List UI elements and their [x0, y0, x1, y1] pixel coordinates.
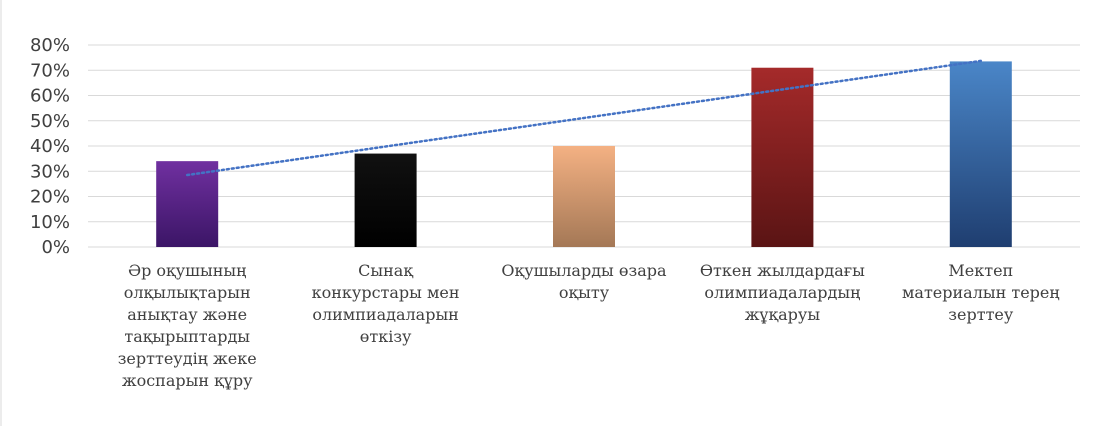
bars: [156, 61, 1012, 247]
y-tick-label: 0%: [41, 237, 70, 258]
y-tick-label: 60%: [30, 86, 70, 107]
y-tick-label: 20%: [30, 187, 70, 208]
bar: [751, 67, 814, 247]
x-category-label: Мектеп материалын терең зерттеу: [901, 261, 1060, 324]
y-tick-label: 50%: [30, 111, 70, 132]
bar: [949, 61, 1012, 247]
bar: [354, 153, 417, 247]
bar: [553, 146, 615, 247]
trendline-group: [185, 59, 983, 177]
y-axis-ticks: 0% 10% 20% 30% 40% 50% 60% 70% 80%: [30, 35, 70, 258]
y-tick-label: 10%: [30, 212, 70, 233]
y-tick-label: 70%: [30, 60, 70, 81]
x-category-label: Әр оқушының олқылықтарын анықтау және та…: [117, 261, 257, 390]
x-category-label: Өткен жылдардағы олимпиадалардың жұқаруы: [699, 261, 865, 324]
x-category-label: Сынақ конкурстары мен олимпиадаларын өтк…: [311, 261, 460, 346]
trendline: [185, 59, 983, 177]
y-tick-label: 40%: [30, 136, 70, 157]
y-tick-label: 30%: [30, 161, 70, 182]
x-category-label: Оқушыларды өзара оқыту: [501, 261, 667, 302]
y-tick-label: 80%: [30, 35, 70, 56]
